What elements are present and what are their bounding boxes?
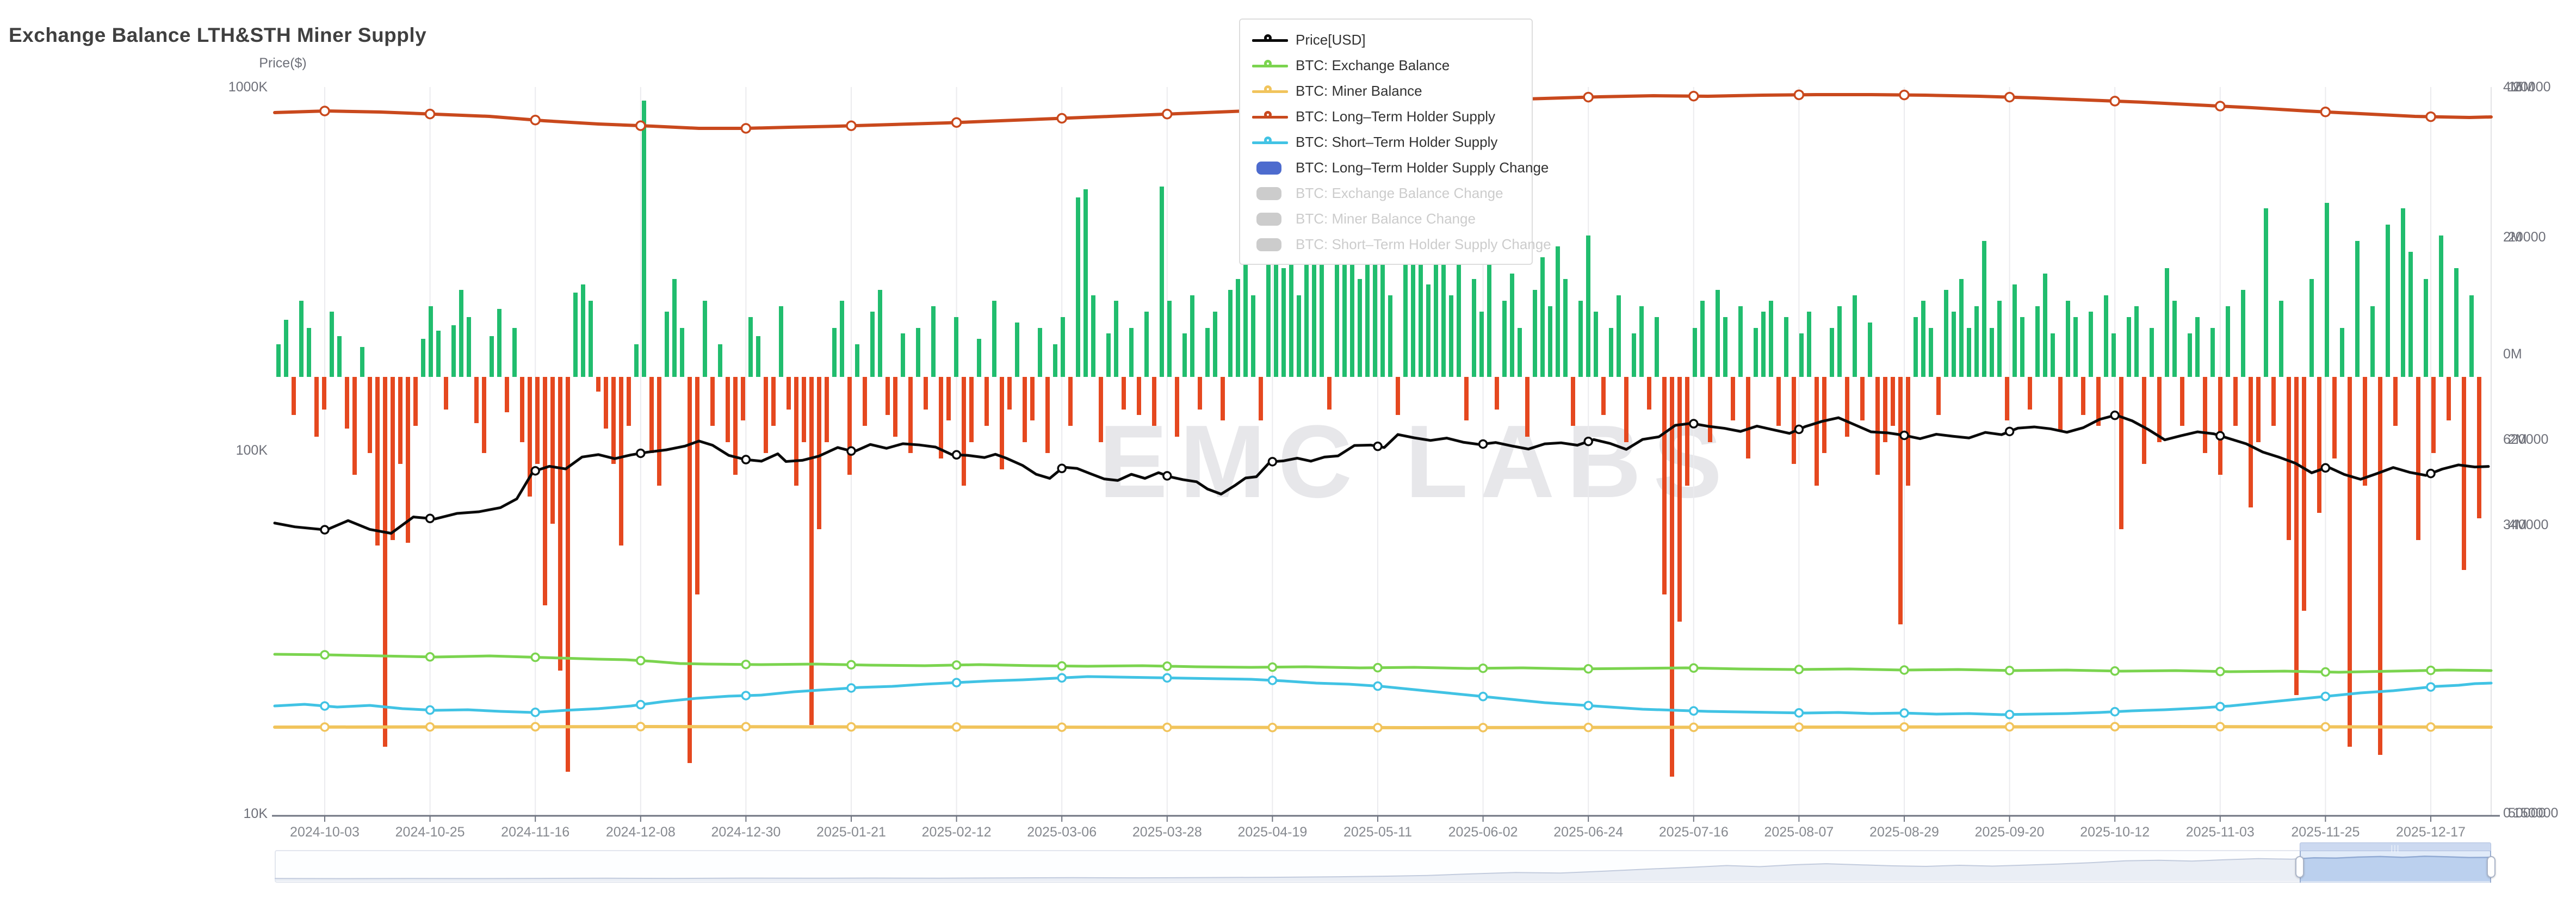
page-title: Exchange Balance LTH&STH Miner Supply [9,24,427,46]
date-tick-label: 2024-10-03 [290,825,360,840]
legend-item-8[interactable]: BTC: Short–Term Holder Supply Change [1240,232,1551,257]
right-axis-tick-label: 2M [2503,230,2522,245]
date-tick-label: 2024-12-30 [711,825,781,840]
legend-item-0[interactable]: Price[USD] [1240,27,1532,53]
date-tick-label: 2025-06-02 [1448,825,1518,840]
right-axis-tick-label: 2M [2508,432,2527,447]
date-tick-label: 2025-03-28 [1132,825,1202,840]
date-tick-label: 2025-11-03 [2185,825,2255,840]
date-tick-label: 2024-11-16 [501,825,570,840]
date-tick-label: 2025-06-24 [1553,825,1624,840]
date-tick-label: 2024-10-25 [395,825,465,840]
datazoom-left-handle[interactable] [2295,856,2304,878]
watermark: EMC LABS [1099,404,1735,519]
right-axis-tick-label: 4M [2508,517,2527,532]
right-axis-tick-label: 0M [2503,346,2522,362]
right-axis-tick-label: 15M [2508,79,2535,95]
date-tick-label: 2025-07-16 [1658,825,1729,840]
legend-line-marker-icon [1252,109,1288,125]
datazoom-right-handle[interactable] [2487,856,2496,878]
legend-item-label: BTC: Exchange Balance Change [1296,185,1503,201]
date-tick-label: 2025-05-11 [1343,825,1413,840]
right-axis-tick-label: 20000 [2508,230,2546,245]
date-tick-label: 2025-02-12 [921,825,992,840]
date-tick-label: 2025-04-19 [1237,825,1308,840]
datazoom-sparkline [275,856,2491,881]
date-tick-label: 2024-12-08 [605,825,676,840]
legend-item-label: BTC: Long–Term Holder Supply Change [1296,159,1549,176]
date-tick-label: 2025-08-29 [1869,825,1939,840]
legend-item-7[interactable]: BTC: Miner Balance Change [1240,206,1532,232]
date-tick-label: 2025-12-17 [2396,825,2466,840]
legend-item-label: BTC: Short–Term Holder Supply [1296,134,1498,150]
legend-bar-swatch-icon [1252,237,1288,253]
legend-item-label: BTC: Long–Term Holder Supply [1296,108,1496,125]
right-axis-tick-label: 340000 [2503,517,2549,532]
legend-item-5[interactable]: BTC: Long–Term Holder Supply Change [1240,155,1549,181]
right-axis-tick-label: 50000 [2508,805,2546,821]
price-tick-label: 10K [243,806,268,821]
price-tick-label: 1000K [228,79,268,95]
legend-item-label: BTC: Miner Balance [1296,83,1422,99]
legend-item-label: Price[USD] [1296,32,1366,48]
price-axis-name: Price($) [259,55,307,71]
right-axis-tick-label: 150000 [2513,805,2559,821]
date-tick-label: 2025-09-20 [1974,825,2045,840]
datazoom-grip-icon[interactable]: ||| [2391,844,2400,852]
legend-item-3[interactable]: BTC: Long–Term Holder Supply [1240,104,1532,129]
datazoom-move-handle[interactable] [2300,842,2491,851]
legend-bar-swatch-icon [1252,185,1288,202]
legend-item-label: BTC: Short–Term Holder Supply Change [1296,236,1551,252]
legend-bar-swatch-icon [1252,160,1288,176]
legend-item-6[interactable]: BTC: Exchange Balance Change [1240,181,1532,206]
datazoom-selection-window[interactable] [2300,851,2491,883]
legend-item-label: BTC: Exchange Balance [1296,57,1450,73]
date-tick-label: 2025-08-07 [1764,825,1834,840]
legend-item-1[interactable]: BTC: Exchange Balance [1240,53,1532,78]
legend-line-marker-icon [1252,32,1288,48]
price-tick-label: 100K [236,443,268,458]
legend-item-label: BTC: Miner Balance Change [1296,210,1476,227]
legend-bar-swatch-icon [1252,211,1288,227]
legend-line-marker-icon [1252,58,1288,74]
legend-box: Price[USD] BTC: Exchange Balance BTC: Mine… [1239,18,1551,265]
legend-item-4[interactable]: BTC: Short–Term Holder Supply [1240,129,1532,155]
right-axis-tick-label: 20000 [2513,79,2551,95]
date-tick-label: 2025-11-25 [2291,825,2360,840]
legend-line-marker-icon [1252,134,1288,151]
legend-item-2[interactable]: BTC: Miner Balance [1240,78,1532,104]
date-tick-label: 2025-10-12 [2080,825,2150,840]
right-axis-tick-label: 4M [2503,79,2522,95]
date-tick-label: 2025-01-21 [816,825,886,840]
right-axis-tick-label: 0 [2503,805,2511,821]
right-axis-tick-label: 620000 [2503,432,2549,447]
legend-line-marker-icon [1252,83,1288,100]
date-tick-label: 2025-03-06 [1027,825,1097,840]
